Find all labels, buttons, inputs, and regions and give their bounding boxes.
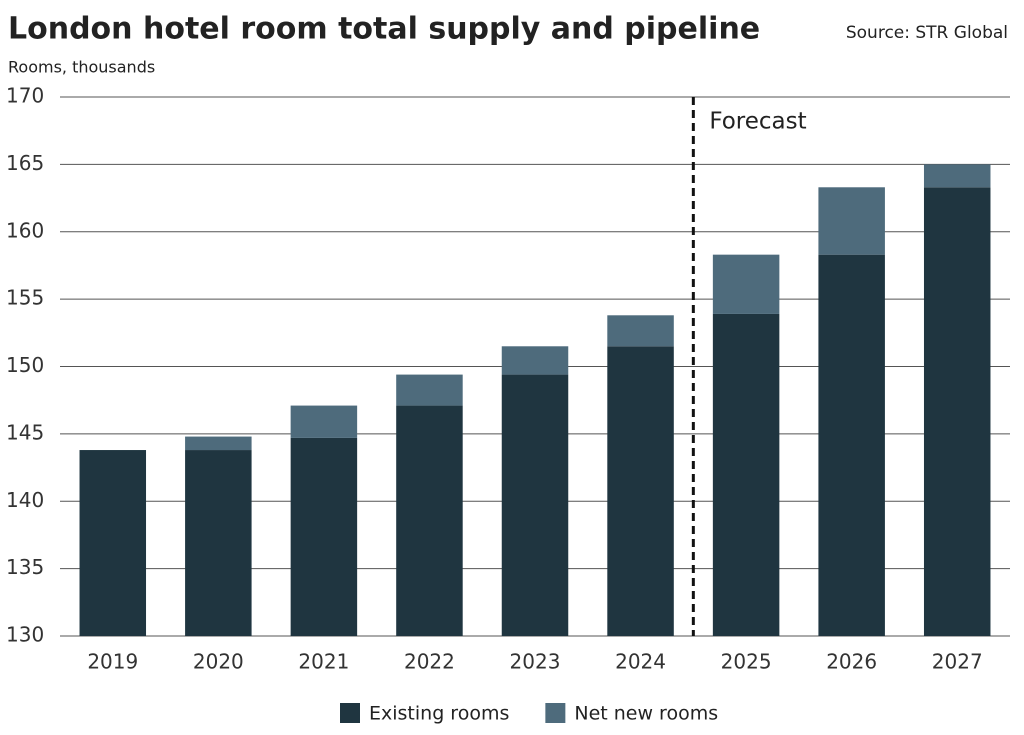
legend-label: Existing rooms bbox=[369, 703, 509, 725]
bar-segment bbox=[290, 437, 358, 636]
bar-segment bbox=[607, 346, 674, 636]
y-tick-label: 150 bbox=[6, 353, 44, 377]
x-tick-label: 2020 bbox=[193, 650, 244, 674]
legend-swatch bbox=[545, 703, 566, 723]
legend-label: Net new rooms bbox=[574, 703, 718, 725]
y-tick-label: 140 bbox=[6, 488, 44, 512]
bar-segment bbox=[185, 450, 252, 636]
bar-segment bbox=[396, 405, 463, 636]
y-tick-label: 170 bbox=[6, 84, 44, 108]
x-tick-label: 2026 bbox=[826, 650, 877, 674]
bar-segment bbox=[712, 254, 780, 314]
x-tick-label: 2019 bbox=[87, 650, 138, 674]
bar-segment bbox=[923, 164, 991, 188]
x-tick-label: 2022 bbox=[404, 650, 455, 674]
y-tick-label: 145 bbox=[6, 420, 44, 444]
x-tick-label: 2025 bbox=[721, 650, 772, 674]
bar-segment bbox=[290, 405, 358, 438]
legend-swatch bbox=[340, 703, 360, 723]
bar-segment bbox=[712, 313, 780, 636]
bar-segment bbox=[818, 187, 885, 255]
bar-segment bbox=[79, 450, 147, 636]
y-tick-label: 135 bbox=[6, 555, 44, 579]
bar-segment bbox=[185, 436, 252, 451]
chart-subtitle: Rooms, thousands bbox=[8, 58, 155, 77]
y-tick-label: 130 bbox=[6, 623, 44, 647]
x-tick-label: 2023 bbox=[510, 650, 561, 674]
source: Source: STR Global bbox=[846, 23, 1008, 43]
bar-segment bbox=[501, 346, 569, 375]
bar-segment bbox=[923, 187, 991, 636]
bar-segment bbox=[501, 374, 569, 636]
chart-title: London hotel room total supply and pipel… bbox=[8, 12, 760, 47]
x-tick-label: 2021 bbox=[298, 650, 349, 674]
bar-segment bbox=[396, 374, 463, 406]
y-tick-label: 160 bbox=[6, 218, 44, 242]
bar-segment bbox=[818, 254, 885, 636]
y-tick-label: 155 bbox=[6, 286, 44, 310]
x-tick-label: 2027 bbox=[932, 650, 983, 674]
bar-segment bbox=[607, 315, 674, 347]
y-tick-label: 165 bbox=[6, 151, 44, 175]
forecast-label: Forecast bbox=[709, 109, 806, 135]
x-tick-label: 2024 bbox=[615, 650, 666, 674]
